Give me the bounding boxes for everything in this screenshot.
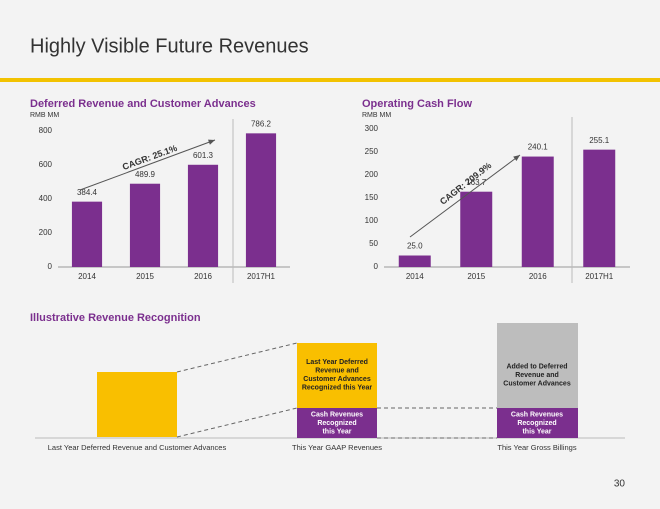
value-label: 25.0: [407, 242, 423, 251]
box-text: Revenue and: [315, 368, 359, 375]
bar: [129, 183, 161, 267]
value-label: 786.2: [251, 119, 272, 128]
value-label: 255.1: [589, 136, 610, 145]
cagr-arrow: [79, 139, 216, 191]
y-tick-label: 200: [365, 170, 379, 179]
y-tick-label: 0: [374, 262, 379, 271]
box-text: Cash Revenues: [311, 411, 363, 418]
y-tick-label: 0: [48, 262, 53, 271]
x-tick-label: 2014: [78, 272, 96, 281]
chart-subtitle: RMB MM: [362, 112, 391, 119]
box-text: Revenue and: [515, 372, 559, 379]
box-text: Recognized this Year: [302, 385, 373, 392]
y-tick-label: 100: [365, 216, 379, 225]
cagr-arrow: [409, 154, 521, 238]
diagram-label: Last Year Deferred Revenue and Customer …: [48, 443, 227, 452]
chart-title: Deferred Revenue and Customer Advances: [30, 98, 256, 110]
y-tick-label: 800: [39, 126, 53, 135]
value-label: 240.1: [528, 143, 549, 152]
box-text: Recognized: [317, 420, 356, 427]
y-tick-label: 150: [365, 193, 379, 202]
page-number: 30: [614, 479, 626, 490]
y-tick-label: 200: [39, 228, 53, 237]
value-label: 601.3: [193, 151, 214, 160]
cash-box: [497, 408, 578, 438]
last-year-box: [97, 372, 177, 437]
x-tick-label: 2015: [467, 272, 485, 281]
box-text: Customer Advances: [503, 380, 571, 387]
value-label: 163.7: [466, 178, 487, 187]
diagram-label: This Year Gross Billings: [497, 443, 576, 452]
y-tick-label: 400: [39, 194, 53, 203]
diagram-title: Illustrative Revenue Recognition: [30, 312, 201, 324]
box-text: this Year: [322, 428, 351, 435]
value-label: 489.9: [135, 170, 156, 179]
arrow-head: [208, 139, 215, 145]
bar: [398, 255, 431, 267]
x-tick-label: 2016: [529, 272, 547, 281]
connectors: [176, 342, 497, 439]
x-tick-label: 2015: [136, 272, 154, 281]
value-label: 384.4: [77, 188, 98, 197]
bar: [187, 164, 219, 267]
arrow-head: [513, 155, 520, 162]
box-text: Added to Deferred: [506, 363, 567, 370]
added-box: [497, 323, 578, 408]
bar: [521, 156, 554, 267]
bar: [460, 191, 493, 267]
y-tick-label: 250: [365, 147, 379, 156]
diagram-label: This Year GAAP Revenues: [292, 443, 382, 452]
y-tick-label: 50: [369, 239, 378, 248]
box-text: Recognized: [517, 420, 556, 427]
box-text: this Year: [522, 428, 551, 435]
box-text: Last Year Deferred: [306, 359, 368, 366]
bar: [583, 149, 616, 267]
x-tick-label: 2016: [194, 272, 212, 281]
y-tick-label: 300: [365, 124, 379, 133]
x-tick-label: 2014: [406, 272, 424, 281]
recognized-box: [297, 343, 377, 408]
y-tick-label: 600: [39, 160, 53, 169]
box-text: Customer Advances: [303, 376, 371, 383]
title-rule: [0, 78, 660, 82]
bar: [245, 133, 277, 267]
chart-subtitle: RMB MM: [30, 112, 59, 119]
box-text: Cash Revenues: [511, 411, 563, 418]
cash-box: [297, 408, 377, 438]
bar: [71, 201, 103, 267]
chart-title: Operating Cash Flow: [362, 98, 472, 110]
slide-title: Highly Visible Future Revenues: [30, 35, 309, 57]
x-tick-label: 2017H1: [585, 272, 614, 281]
x-tick-label: 2017H1: [247, 272, 276, 281]
